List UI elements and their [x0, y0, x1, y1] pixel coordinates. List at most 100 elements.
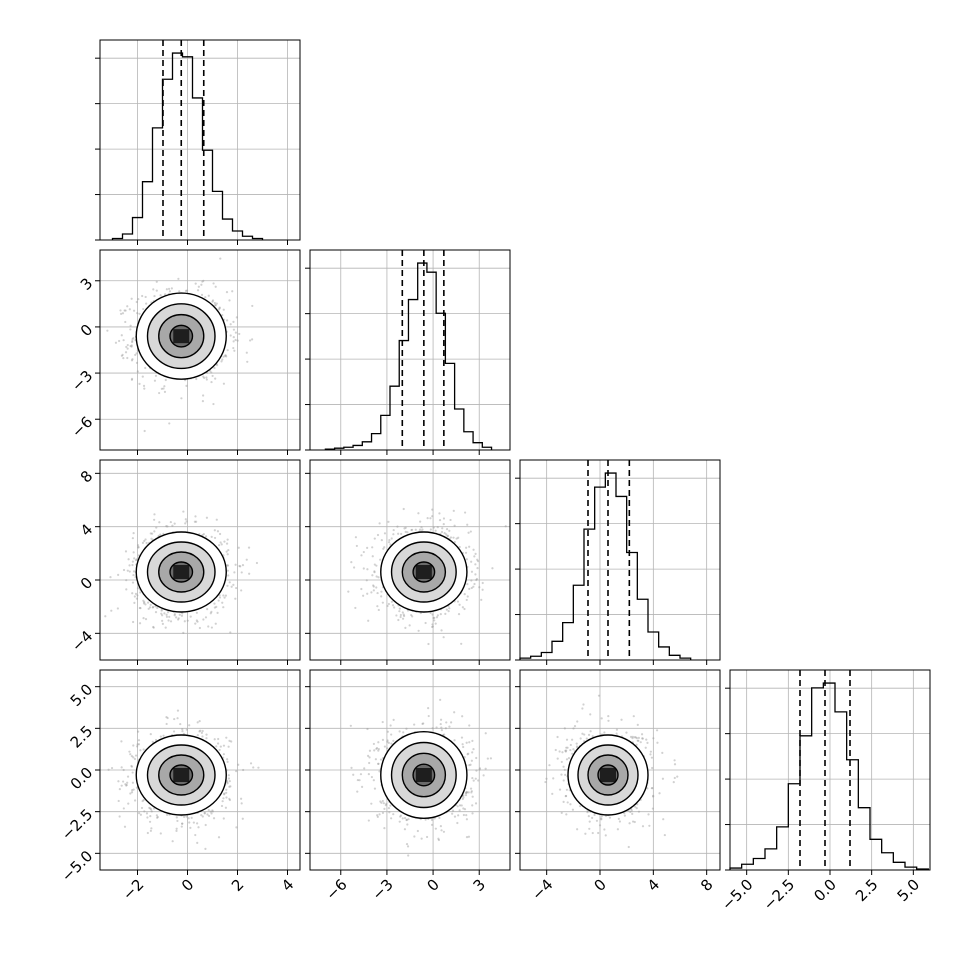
sample-point [433, 619, 436, 622]
sample-point [126, 775, 130, 778]
sample-point [129, 324, 132, 327]
sample-point [171, 840, 174, 843]
sample-point [144, 366, 147, 370]
sample-point [228, 739, 231, 742]
sample-point [464, 551, 468, 554]
scatter-group [106, 257, 254, 433]
sample-point [453, 540, 456, 544]
sample-point [403, 527, 406, 530]
sample-point [136, 544, 140, 547]
sample-point [151, 740, 154, 743]
sample-point [373, 749, 376, 752]
sample-point [233, 571, 236, 574]
sample-point [122, 356, 125, 360]
sample-point [136, 730, 140, 733]
sample-point [445, 608, 448, 611]
sample-point [207, 814, 211, 818]
sample-point [371, 574, 374, 577]
sample-point [122, 568, 126, 572]
sample-point [403, 614, 406, 618]
sample-point [437, 837, 440, 840]
sample-point [431, 508, 434, 511]
sample-point [160, 612, 163, 615]
sample-point [165, 716, 168, 719]
sample-point [236, 339, 239, 342]
sample-point [125, 579, 128, 582]
sample-point [383, 532, 387, 535]
panel-frame [99, 459, 301, 661]
sample-point [135, 352, 138, 355]
scatter-group [347, 507, 507, 646]
sample-point [132, 337, 135, 340]
sample-point [118, 788, 121, 791]
sample-point [121, 353, 124, 356]
sample-point [470, 791, 473, 794]
sample-point [363, 767, 366, 770]
sample-point [448, 725, 451, 728]
sample-point [427, 714, 430, 718]
sample-point [199, 729, 202, 732]
sample-point [95, 805, 97, 807]
sample-point [449, 518, 452, 522]
sample-point [126, 781, 129, 784]
contour-line [135, 292, 227, 380]
sample-point [137, 739, 141, 742]
density-peak [173, 565, 190, 579]
sample-point [177, 618, 180, 621]
sample-point [475, 577, 479, 581]
sample-point [371, 546, 374, 549]
sample-point [168, 422, 171, 425]
sample-point [399, 613, 402, 617]
contour-line [146, 744, 216, 806]
sample-point [213, 529, 216, 532]
contour-line [169, 561, 194, 583]
sample-point [134, 558, 138, 562]
sample-point [380, 590, 383, 593]
sample-point [217, 308, 221, 311]
sample-point [468, 545, 471, 548]
sample-point [205, 737, 208, 740]
sample-point [354, 536, 357, 539]
sample-point [377, 576, 380, 579]
panel-frame [309, 249, 511, 451]
hist-3-xtick-label: 5.0 [894, 876, 924, 906]
sample-point [131, 592, 134, 595]
sample-point [213, 301, 216, 305]
sample-point [458, 603, 461, 606]
sample-point [185, 289, 189, 292]
sample-point [350, 561, 353, 564]
sample-point [145, 302, 148, 305]
sample-point [238, 564, 241, 568]
sample-point [395, 614, 398, 617]
sample-point [235, 586, 238, 590]
sample-point [137, 546, 140, 549]
sample-point [222, 355, 225, 358]
sample-point [125, 588, 128, 591]
sample-point [187, 817, 190, 820]
sample-point [234, 338, 237, 342]
sample-point [376, 815, 379, 818]
sample-point [144, 538, 147, 541]
sample-point [470, 579, 473, 582]
sample-point [200, 731, 203, 734]
sample-point [175, 616, 178, 619]
sample-point [404, 626, 407, 629]
sample-point [149, 807, 152, 810]
sample-point [380, 539, 383, 542]
sample-point [165, 722, 168, 726]
sample-point [249, 762, 253, 765]
sample-point [143, 810, 146, 813]
sample-point [472, 548, 475, 551]
sample-point [120, 784, 123, 787]
sample-point [466, 583, 469, 586]
sample-point [257, 766, 260, 769]
sample-point [197, 285, 200, 288]
sample-point [141, 799, 144, 803]
sample-point [133, 595, 136, 598]
sample-point [205, 733, 208, 736]
sample-point [121, 312, 125, 315]
sample-point [133, 601, 136, 605]
sample-point [141, 294, 144, 298]
sample-point [131, 340, 134, 344]
sample-point [124, 309, 127, 312]
